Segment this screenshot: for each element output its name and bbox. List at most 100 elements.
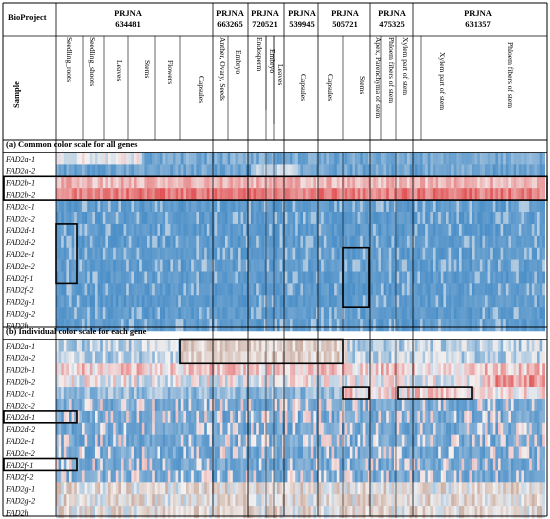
heat-cell bbox=[219, 223, 223, 237]
heat-cell bbox=[295, 176, 299, 189]
heat-cell bbox=[334, 152, 338, 165]
heat-cell bbox=[219, 176, 223, 189]
heat-cell bbox=[269, 188, 273, 201]
heat-cell bbox=[232, 200, 236, 213]
heat-cell bbox=[370, 422, 374, 435]
heat-cell bbox=[157, 458, 161, 471]
heat-cell bbox=[388, 235, 392, 248]
heat-cell bbox=[258, 458, 262, 471]
heat-cell bbox=[79, 283, 83, 296]
heat-cell bbox=[167, 259, 171, 272]
heat-cell bbox=[271, 319, 275, 332]
heat-cell bbox=[417, 200, 421, 213]
heat-cell bbox=[459, 212, 462, 225]
heat-cell bbox=[342, 152, 345, 165]
heat-cell bbox=[386, 319, 390, 332]
heat-cell bbox=[316, 200, 319, 213]
heat-cell bbox=[323, 295, 327, 308]
heat-cell bbox=[162, 399, 166, 412]
heat-cell bbox=[212, 339, 215, 352]
heat-cell bbox=[362, 422, 366, 435]
heat-cell bbox=[453, 387, 457, 400]
heat-cell bbox=[271, 152, 275, 165]
heat-cell bbox=[264, 387, 267, 400]
heat-cell bbox=[383, 387, 387, 400]
heat-cell bbox=[526, 410, 530, 424]
heat-cell bbox=[347, 259, 351, 272]
heat-cell bbox=[193, 283, 197, 296]
heat-cell bbox=[394, 235, 397, 248]
heat-cell bbox=[108, 295, 111, 308]
heat-cell bbox=[69, 223, 72, 237]
heat-cell bbox=[277, 410, 280, 424]
heat-cell bbox=[232, 319, 236, 332]
heat-cell bbox=[100, 458, 104, 471]
heat-cell bbox=[505, 271, 509, 284]
heat-cell bbox=[503, 339, 507, 352]
heat-cell bbox=[154, 164, 158, 177]
heat-cell bbox=[461, 351, 465, 364]
heat-cell bbox=[539, 212, 543, 225]
heat-cell bbox=[542, 375, 546, 388]
heat-cell bbox=[373, 259, 377, 272]
heat-cell bbox=[495, 375, 499, 388]
heat-cell bbox=[71, 434, 75, 447]
heat-cell bbox=[303, 283, 306, 296]
heat-cell bbox=[297, 188, 301, 201]
heat-cell bbox=[430, 223, 434, 237]
heat-cell bbox=[459, 223, 462, 237]
heat-cell bbox=[362, 446, 366, 459]
heat-cell bbox=[97, 200, 101, 213]
heat-cell bbox=[238, 152, 241, 165]
heat-cell bbox=[235, 164, 239, 177]
heat-cell bbox=[448, 410, 452, 424]
heat-cell bbox=[245, 271, 249, 284]
heat-cell bbox=[326, 375, 330, 388]
heat-cell bbox=[336, 363, 340, 376]
heat-cell bbox=[456, 399, 460, 412]
heat-cell bbox=[396, 307, 400, 320]
heat-cell bbox=[331, 399, 335, 412]
heat-cell bbox=[193, 212, 197, 225]
heat-cell bbox=[485, 283, 488, 296]
heat-cell bbox=[464, 399, 468, 412]
heat-cell bbox=[113, 259, 117, 272]
heat-cell bbox=[518, 200, 522, 213]
heat-cell bbox=[284, 164, 288, 177]
heat-cell bbox=[487, 235, 491, 248]
heat-cell bbox=[175, 363, 179, 376]
heat-cell bbox=[329, 235, 332, 248]
heat-cell bbox=[69, 410, 72, 424]
heat-cell bbox=[290, 223, 293, 237]
heat-cell bbox=[401, 375, 405, 388]
heat-cell bbox=[466, 176, 470, 189]
heat-cell bbox=[524, 319, 527, 332]
heat-cell bbox=[344, 375, 348, 388]
heat-cell bbox=[422, 271, 426, 284]
heat-cell bbox=[492, 247, 496, 260]
heat-cell bbox=[355, 363, 358, 376]
heat-cell bbox=[407, 307, 410, 320]
heat-cell bbox=[453, 375, 457, 388]
heat-cell bbox=[316, 434, 319, 447]
heat-cell bbox=[115, 188, 119, 201]
heat-cell bbox=[240, 283, 244, 296]
heat-cell bbox=[206, 283, 210, 296]
heat-cell bbox=[225, 295, 228, 308]
heat-cell bbox=[63, 152, 67, 165]
heat-cell bbox=[76, 339, 80, 352]
heat-cell bbox=[266, 363, 270, 376]
heat-cell bbox=[136, 319, 140, 332]
heat-cell bbox=[513, 200, 517, 213]
heat-cell bbox=[154, 375, 158, 388]
heat-cell bbox=[290, 399, 293, 412]
heat-cell bbox=[269, 295, 273, 308]
heat-cell bbox=[199, 446, 202, 459]
heat-cell bbox=[386, 152, 390, 165]
heat-cell bbox=[487, 259, 491, 272]
heat-cell bbox=[534, 283, 538, 296]
heat-cell bbox=[84, 458, 88, 471]
heat-cell bbox=[524, 235, 527, 248]
heat-cell bbox=[438, 176, 442, 189]
heat-cell bbox=[440, 319, 444, 332]
